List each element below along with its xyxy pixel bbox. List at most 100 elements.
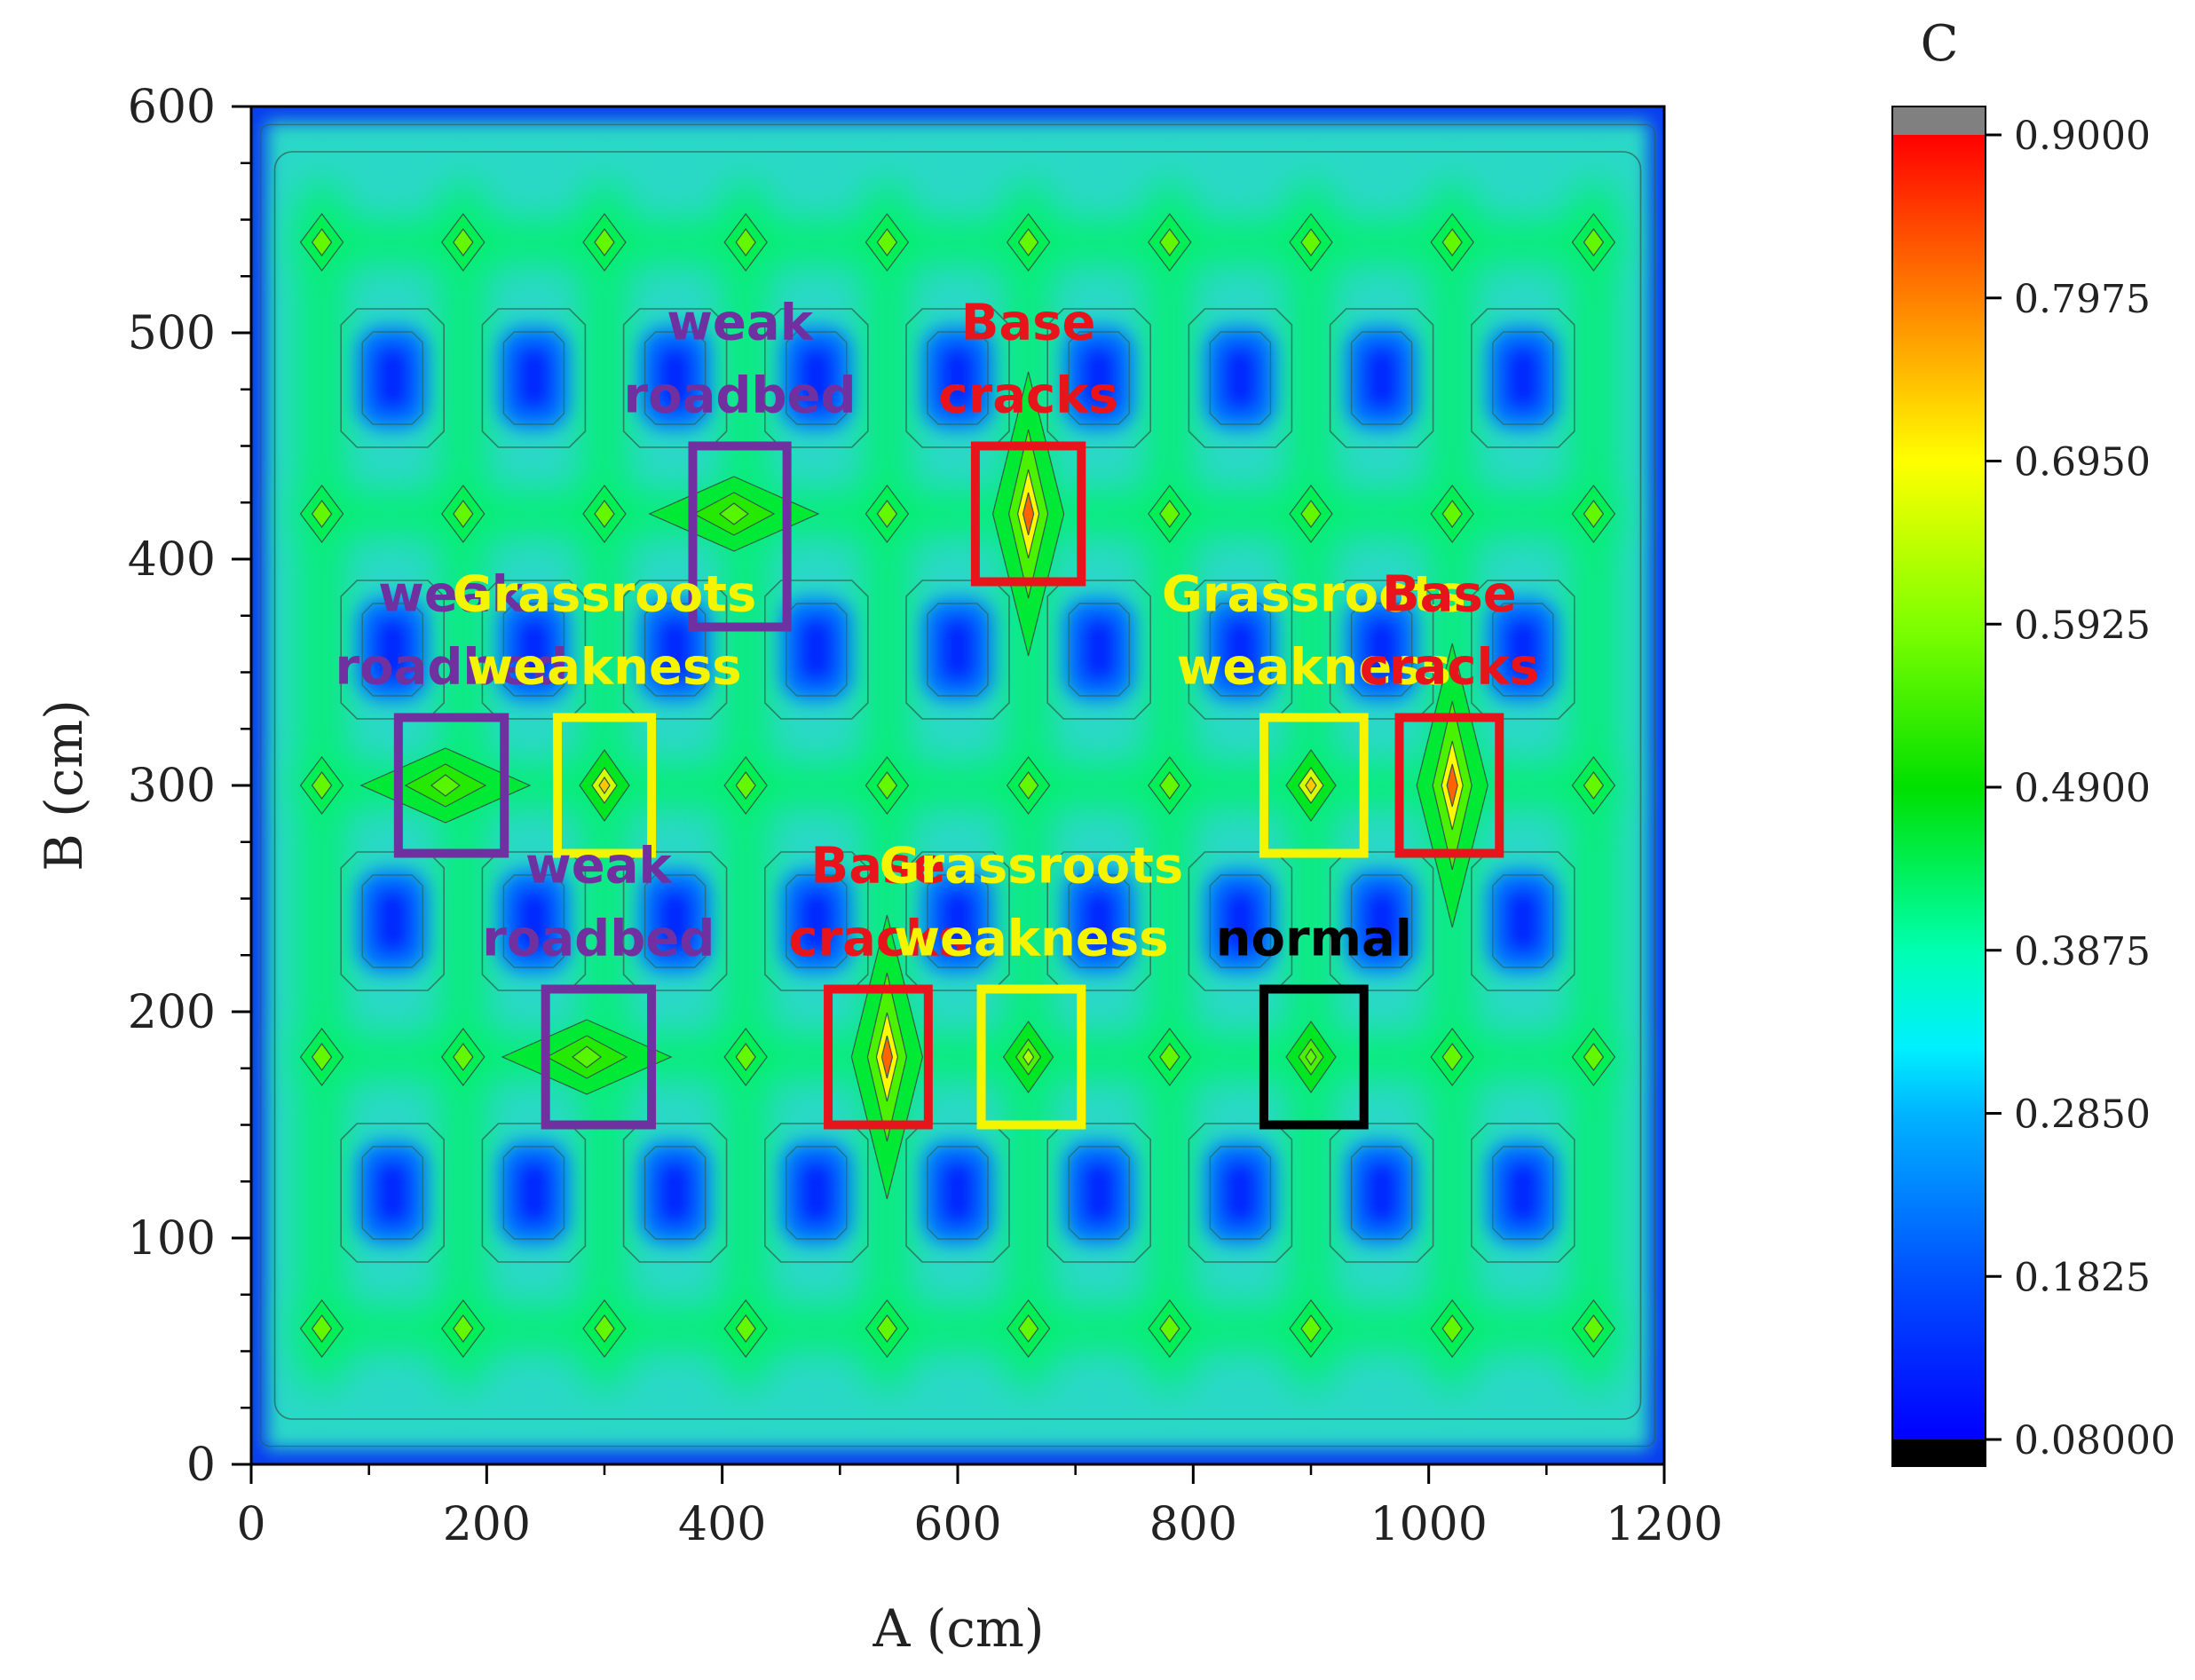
contour-line (786, 603, 848, 697)
contour-line (1209, 603, 1272, 697)
anomaly-peak-core (430, 774, 461, 797)
grid-peak-inner (1300, 499, 1322, 529)
anomaly-box (976, 984, 1086, 1130)
grid-peak-inner (1583, 770, 1605, 801)
low-cell-core (1503, 344, 1543, 412)
contour-line (481, 308, 587, 448)
grid-peak-inner (453, 499, 474, 529)
low-cell-core (1362, 344, 1401, 412)
contour-line (643, 874, 707, 968)
low-cell-core (514, 1159, 554, 1226)
grid-peak-inner (735, 770, 756, 801)
grid-peak-inner (1017, 770, 1039, 801)
colorbar-tick-label: 0.9000 (2014, 114, 2151, 159)
grid-peak-inner (876, 499, 898, 529)
grid-peak-inner (311, 1042, 333, 1072)
low-cell-core (1079, 887, 1119, 955)
anomaly-peak-core (598, 776, 611, 795)
grid-peak-inner (453, 1042, 474, 1072)
contour-line (1329, 308, 1434, 448)
low-cell-core (796, 1159, 836, 1226)
low-cell-core (938, 344, 977, 412)
contour-line (361, 874, 423, 968)
anomaly-label: weakness (467, 639, 741, 697)
plot-area (249, 105, 1666, 1466)
contour-line (273, 151, 1642, 1420)
colorbar-tick-label: 0.08000 (2014, 1418, 2175, 1463)
y-tick-label: 600 (128, 81, 216, 134)
anomaly-box (393, 713, 509, 858)
low-cells (357, 327, 1559, 1244)
contour-line (622, 580, 728, 720)
grid-peak-inner (1583, 499, 1605, 529)
contour-line (622, 851, 728, 991)
grid-peak-inner (1159, 227, 1180, 257)
x-tick-label: 1200 (1606, 1498, 1723, 1551)
low-cell-core (1362, 1159, 1401, 1226)
grid-peak-inner (1300, 227, 1322, 257)
anomaly-peak (1002, 1020, 1054, 1094)
grid-peak-inner (453, 1313, 474, 1344)
grid-peak-inner (594, 227, 615, 257)
colorbar: 0.08000 0.1825 0.2850 0.3875 0.4900 0.5925 0.6… (1891, 106, 2175, 1467)
x-tick-label: 800 (1149, 1498, 1237, 1551)
contour-line (927, 874, 989, 968)
low-cell-core (1503, 616, 1543, 683)
anomaly-label: Grassroots (453, 566, 757, 624)
corridor-horizontal (292, 494, 1623, 533)
anomaly-label: weak (378, 566, 526, 624)
grid-peak-inner (311, 499, 333, 529)
contour-line (1209, 874, 1272, 968)
x-tick-label: 200 (443, 1498, 531, 1551)
anomaly-peak-core (1022, 492, 1035, 536)
contour-line (1492, 331, 1554, 425)
grid-peak-inner (311, 1313, 333, 1344)
low-cell-core (1362, 616, 1401, 683)
contour-line (643, 603, 707, 697)
low-cell-core (1079, 1159, 1119, 1226)
grid-peak-inner (876, 1313, 898, 1344)
low-cell-core (796, 616, 836, 683)
contour-line (259, 123, 1656, 1447)
colorbar-tick-label: 0.1825 (2014, 1255, 2151, 1300)
anomaly-label: weak (525, 838, 674, 895)
contour-line (1471, 308, 1575, 448)
contour-line (786, 331, 848, 425)
anomaly-peak (1285, 748, 1337, 823)
y-axis-label: B (cm) (34, 699, 94, 872)
contour-line (763, 580, 869, 720)
low-cell-core (655, 344, 695, 412)
grid-peak-inner (1017, 227, 1039, 257)
grid-peak-inner (1441, 1313, 1463, 1344)
anomaly-label: cracks (1360, 639, 1539, 697)
contour-line (1350, 603, 1413, 697)
anomaly-label: normal (1216, 911, 1412, 968)
low-cell-core (1220, 616, 1260, 683)
contour-line (1068, 874, 1130, 968)
anomaly-box (688, 441, 792, 632)
grid-peak-inner (735, 1042, 756, 1072)
grid-peak-inner (1159, 1042, 1180, 1072)
contour-line (1188, 308, 1293, 448)
low-cell-core (373, 1159, 413, 1226)
low-cell-core (938, 1159, 977, 1226)
colorbar-title: C (1921, 15, 1959, 73)
grid-peak-inner (1441, 499, 1463, 529)
contour-line (1046, 851, 1151, 991)
low-cell-core (655, 1159, 695, 1226)
colorbar-under (1892, 1439, 1986, 1466)
grid-peak-inner (876, 770, 898, 801)
contour-line (763, 308, 869, 448)
low-cell-core (655, 887, 695, 955)
contour-line (502, 603, 565, 697)
y-tick-label: 400 (128, 533, 216, 587)
anomaly-label: weakness (1177, 639, 1451, 697)
grid-peak-inner (1583, 1313, 1605, 1344)
grid-peak-inner (1441, 1042, 1463, 1072)
colorbar-tick-label: 0.6950 (2014, 440, 2151, 485)
contour-line (1492, 1146, 1554, 1240)
x-tick-label: 0 (236, 1498, 265, 1551)
grid-peak-inner (594, 1313, 615, 1344)
contour-line (1046, 1123, 1151, 1263)
corridor-horizontal (292, 1037, 1623, 1077)
